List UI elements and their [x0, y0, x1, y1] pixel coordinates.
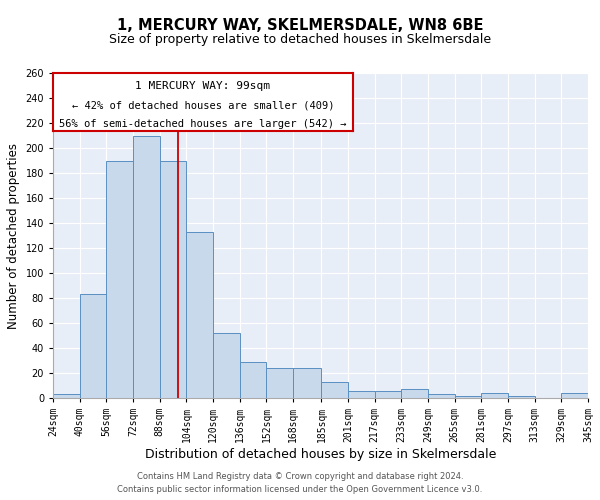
X-axis label: Distribution of detached houses by size in Skelmersdale: Distribution of detached houses by size …	[145, 448, 496, 460]
Bar	[80, 294, 106, 398]
Bar	[213, 333, 240, 398]
Bar	[53, 394, 80, 398]
Bar	[455, 396, 481, 398]
Bar	[562, 392, 588, 398]
Bar	[428, 394, 455, 398]
Text: Contains HM Land Registry data © Crown copyright and database right 2024.
Contai: Contains HM Land Registry data © Crown c…	[118, 472, 482, 494]
Bar	[187, 232, 213, 398]
Text: Size of property relative to detached houses in Skelmersdale: Size of property relative to detached ho…	[109, 32, 491, 46]
Text: 56% of semi-detached houses are larger (542) →: 56% of semi-detached houses are larger (…	[59, 119, 347, 129]
Bar	[133, 136, 160, 398]
Bar	[322, 382, 348, 398]
Y-axis label: Number of detached properties: Number of detached properties	[7, 142, 20, 328]
Bar	[240, 362, 266, 398]
Bar	[106, 160, 133, 398]
Bar	[481, 392, 508, 398]
Bar	[508, 396, 535, 398]
Bar	[293, 368, 322, 398]
Bar	[348, 392, 375, 398]
Bar	[375, 392, 401, 398]
Bar	[160, 160, 187, 398]
Text: ← 42% of detached houses are smaller (409): ← 42% of detached houses are smaller (40…	[71, 100, 334, 110]
Text: 1, MERCURY WAY, SKELMERSDALE, WN8 6BE: 1, MERCURY WAY, SKELMERSDALE, WN8 6BE	[117, 18, 483, 32]
Bar	[266, 368, 293, 398]
Text: 1 MERCURY WAY: 99sqm: 1 MERCURY WAY: 99sqm	[136, 81, 271, 91]
Bar	[401, 389, 428, 398]
